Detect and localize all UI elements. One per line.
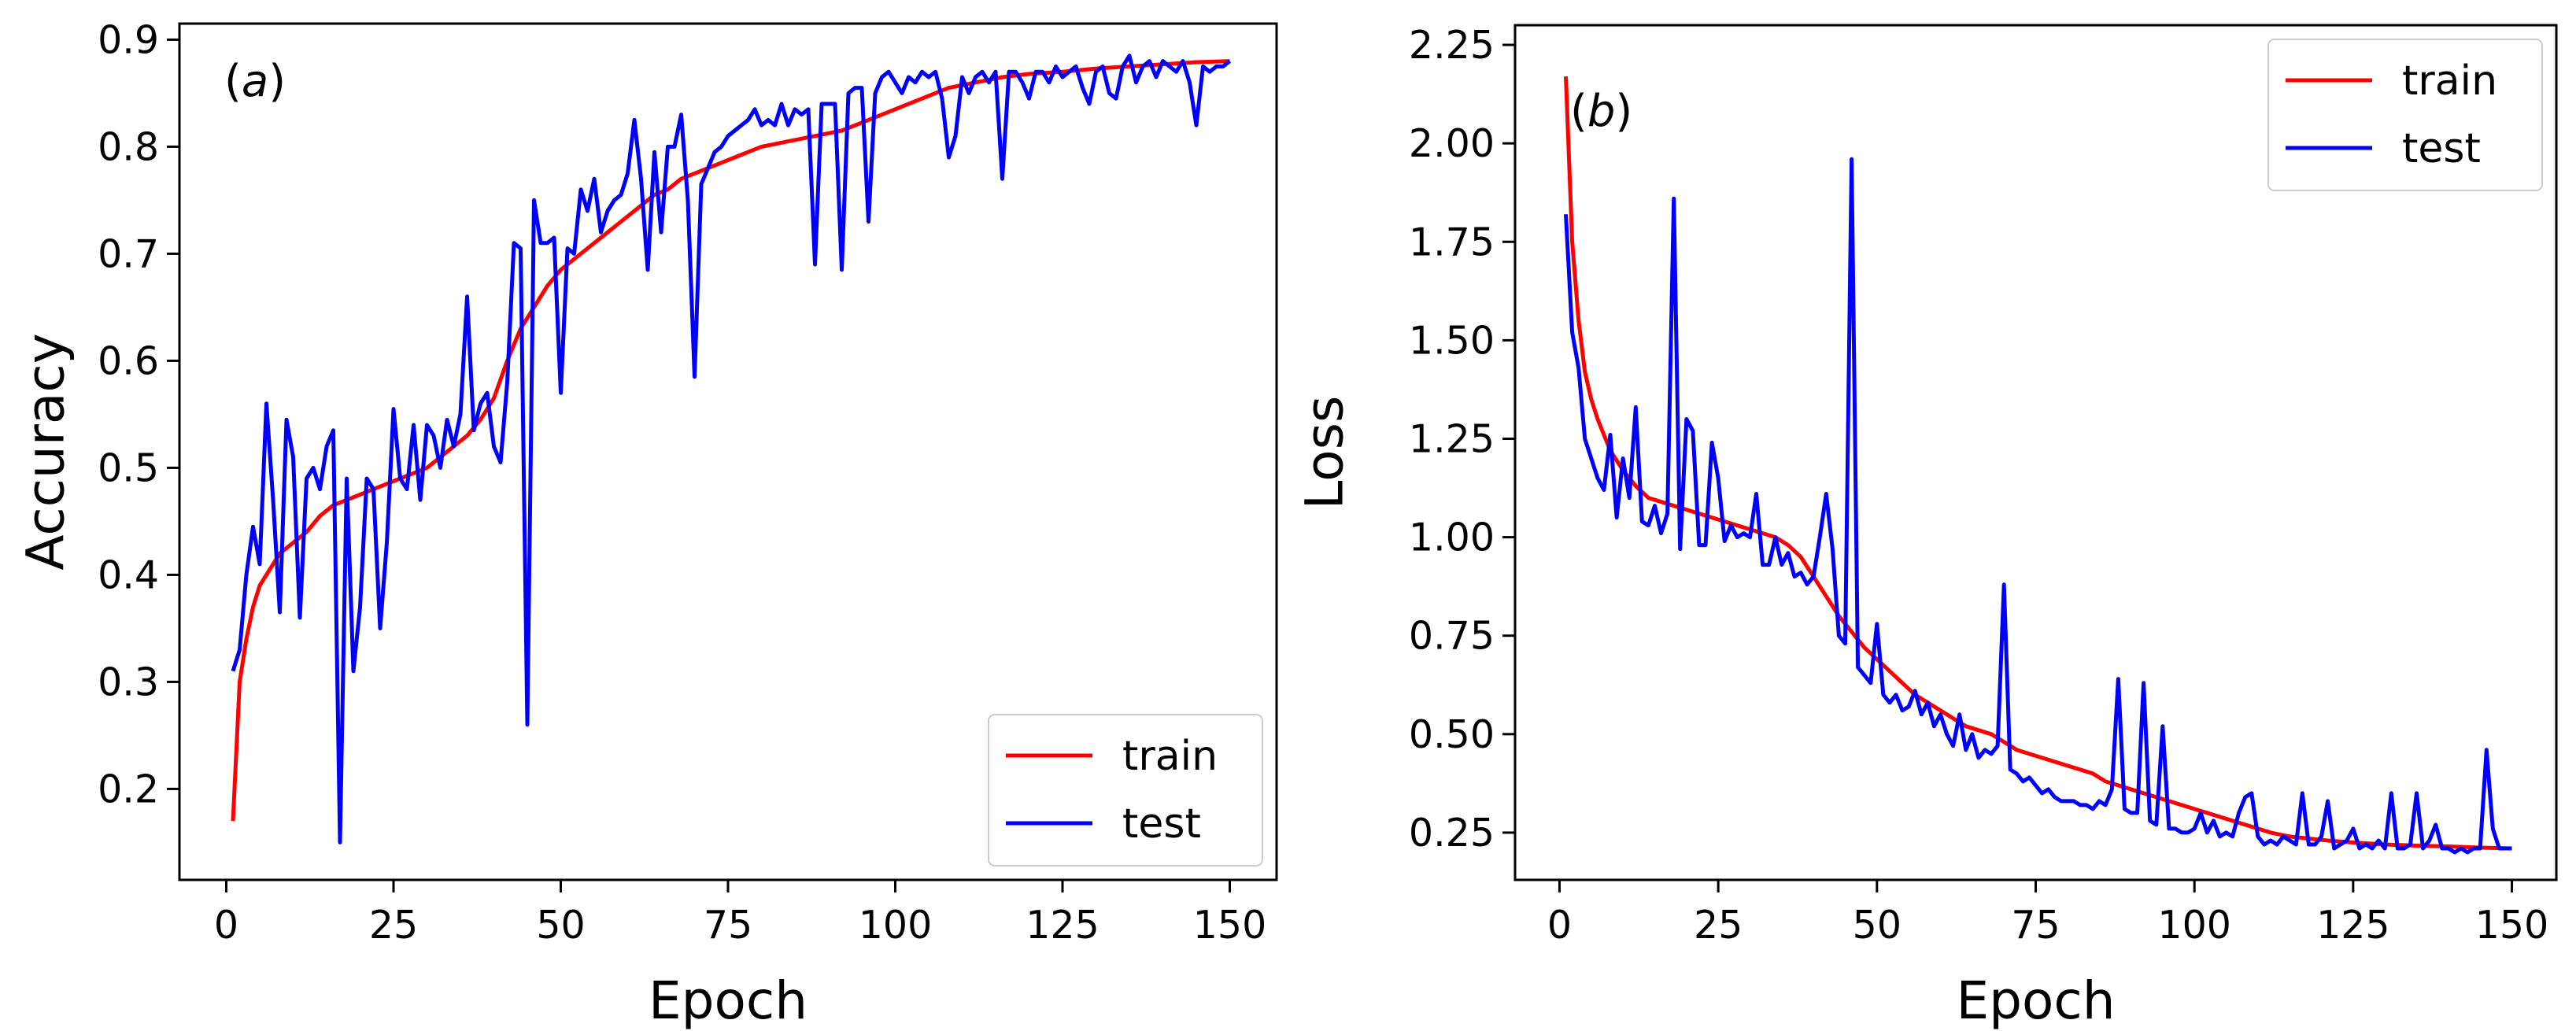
loss-legend: train test xyxy=(2267,39,2543,191)
accuracy-y-tick-label: 0.6 xyxy=(98,338,159,383)
loss-x-tick-label: 0 xyxy=(1547,903,1572,948)
loss-y-tick-label: 1.00 xyxy=(1409,516,1495,560)
loss-y-axis: 0.25 0.50 0.75 1.00 1.25 1.50 1.75 2.00 2.25 xyxy=(1409,23,1515,855)
loss-y-tick-label: 0.25 xyxy=(1409,811,1495,855)
loss-y-tick-label: 0.50 xyxy=(1409,712,1495,757)
loss-y-tick-label: 1.50 xyxy=(1409,318,1495,363)
loss-y-tick-label: 2.25 xyxy=(1409,23,1495,68)
loss-x-tick-label: 25 xyxy=(1694,903,1743,948)
accuracy-panel-label: (a) xyxy=(224,56,286,107)
accuracy-x-tick-label: 50 xyxy=(536,903,585,948)
accuracy-legend-box xyxy=(988,714,1263,867)
loss-plot-frame xyxy=(1513,24,2558,881)
accuracy-x-tick-label: 75 xyxy=(704,903,752,948)
loss-legend-box xyxy=(2267,39,2543,191)
series-line-train xyxy=(231,59,1230,822)
accuracy-plot-frame xyxy=(178,22,1278,881)
loss-x-axis-label: Epoch xyxy=(1956,970,2115,1031)
accuracy-y-axis-label: Accuracy xyxy=(16,333,76,570)
accuracy-series-layer xyxy=(231,54,1232,844)
accuracy-x-tick-label: 25 xyxy=(369,903,418,948)
legend-test-label: test xyxy=(2402,125,2481,172)
accuracy-x-axis-label: Epoch xyxy=(649,970,808,1031)
legend-test-label: test xyxy=(1122,800,1201,848)
loss-x-axis: 0 25 50 75 100 125 150 xyxy=(1547,880,2548,948)
loss-y-tick-label: 1.25 xyxy=(1409,416,1495,461)
accuracy-x-tick-label: 150 xyxy=(1193,903,1267,948)
accuracy-y-tick-label: 0.7 xyxy=(98,231,159,276)
loss-x-tick-label: 100 xyxy=(2157,903,2231,948)
loss-y-tick-label: 2.00 xyxy=(1409,121,1495,166)
accuracy-y-tick-label: 0.8 xyxy=(98,124,159,169)
accuracy-y-tick-label: 0.5 xyxy=(98,445,159,490)
series-line-test xyxy=(1564,157,2512,855)
accuracy-x-axis: 0 25 50 75 100 125 150 xyxy=(214,880,1266,948)
accuracy-y-tick-label: 0.4 xyxy=(98,552,159,597)
series-line-train xyxy=(1564,76,2512,851)
legend-train-label: train xyxy=(1122,733,1218,780)
loss-series-layer xyxy=(1564,76,2512,855)
loss-x-tick-label: 150 xyxy=(2475,903,2549,948)
accuracy-chart-panel: 0.2 0.3 0.4 0.5 0.6 0.7 0.8 0.9 0 25 50 75 100 125 15… xyxy=(16,17,1278,1031)
loss-x-tick-label: 125 xyxy=(2316,903,2390,948)
series-line-test xyxy=(231,54,1232,844)
accuracy-x-tick-label: 0 xyxy=(214,903,238,948)
loss-y-tick-label: 0.75 xyxy=(1409,614,1495,659)
accuracy-legend: train test xyxy=(988,714,1263,867)
loss-y-tick-label: 1.75 xyxy=(1409,220,1495,264)
accuracy-y-tick-label: 0.2 xyxy=(98,767,159,811)
legend-train-label: train xyxy=(2402,57,2497,105)
accuracy-y-tick-label: 0.3 xyxy=(98,660,159,704)
loss-x-tick-label: 75 xyxy=(2011,903,2060,948)
loss-x-tick-label: 50 xyxy=(1853,903,1902,948)
loss-y-axis-label: Loss xyxy=(1295,396,1355,510)
accuracy-y-tick-label: 0.9 xyxy=(98,17,159,62)
accuracy-x-tick-label: 100 xyxy=(859,903,933,948)
loss-panel-label: (b) xyxy=(1570,86,1632,137)
loss-chart-panel: 0.25 0.50 0.75 1.00 1.25 1.50 1.75 2.00 2.25 0 25… xyxy=(1295,23,2558,1031)
accuracy-y-axis: 0.2 0.3 0.4 0.5 0.6 0.7 0.8 0.9 xyxy=(98,17,179,811)
accuracy-x-tick-label: 125 xyxy=(1026,903,1100,948)
